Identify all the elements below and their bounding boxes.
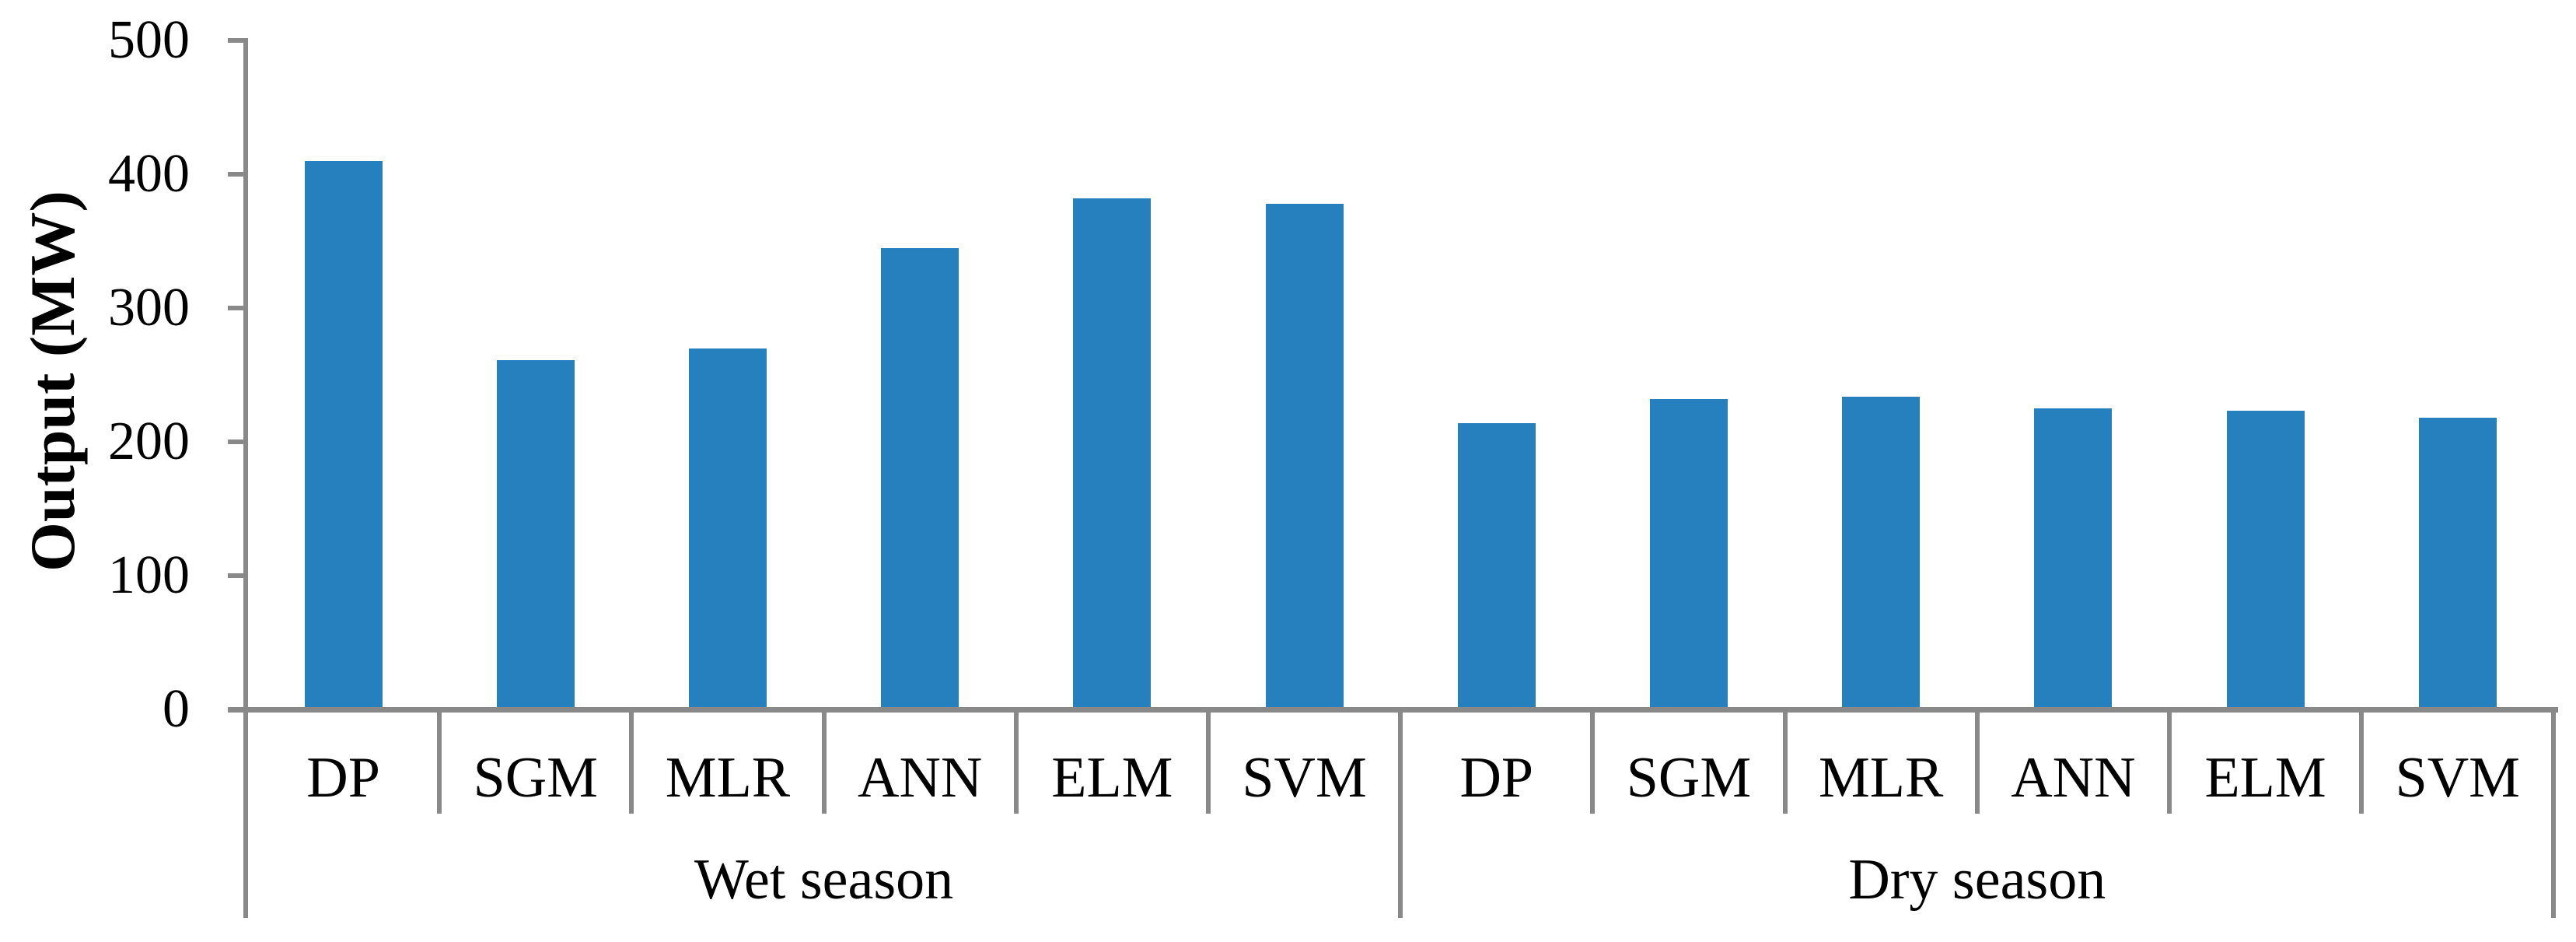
bar-wet-season-svm [1265, 203, 1344, 709]
y-tick-mark-200 [228, 439, 247, 444]
category-divider [821, 709, 827, 814]
group-divider [2551, 709, 2557, 918]
bar-wet-season-mlr [688, 348, 767, 709]
bar-dry-season-elm [2226, 411, 2305, 709]
y-tick-mark-100 [228, 573, 247, 578]
category-label-mlr: MLR [665, 746, 791, 810]
category-divider [1974, 709, 1980, 814]
bar-dry-season-ann [2034, 408, 2113, 709]
category-label-svm: SVM [1242, 746, 1367, 810]
category-label-elm: ELM [1051, 746, 1173, 810]
bar-dry-season-sgm [1649, 398, 1728, 709]
x-axis-line [228, 706, 2559, 713]
category-label-mlr: MLR [1819, 746, 1944, 810]
category-divider [1590, 709, 1596, 814]
bar-wet-season-elm [1073, 198, 1152, 709]
bar-dry-season-svm [2418, 418, 2497, 709]
y-tick-label-200: 200 [108, 411, 190, 471]
category-label-dp: DP [1459, 746, 1534, 810]
category-label-ann: ANN [2011, 746, 2136, 810]
bar-wet-season-ann [881, 247, 959, 709]
category-label-svm: SVM [2395, 746, 2520, 810]
y-tick-label-500: 500 [108, 10, 190, 70]
category-divider [1013, 709, 1019, 814]
bar-dry-season-mlr [1842, 396, 1921, 709]
category-divider [437, 709, 442, 814]
y-axis-line [243, 38, 248, 918]
y-tick-label-300: 300 [108, 278, 190, 338]
y-tick-label-100: 100 [108, 545, 190, 605]
group-label-wet-season: Wet season [694, 848, 954, 912]
group-label-dry-season: Dry season [1848, 848, 2106, 912]
category-label-dp: DP [306, 746, 380, 810]
y-tick-mark-500 [228, 38, 247, 43]
category-divider [1206, 709, 1211, 814]
bar-wet-season-dp [304, 160, 383, 709]
y-axis-title: Output (MW) [17, 191, 88, 572]
category-divider [629, 709, 634, 814]
category-divider [1782, 709, 1788, 814]
y-tick-mark-400 [228, 172, 247, 177]
y-tick-label-0: 0 [163, 679, 190, 739]
category-label-sgm: SGM [1626, 746, 1752, 810]
category-label-sgm: SGM [473, 746, 598, 810]
y-tick-mark-300 [228, 306, 247, 310]
group-divider [1398, 709, 1403, 918]
category-label-ann: ANN [858, 746, 983, 810]
y-tick-label-400: 400 [108, 144, 190, 204]
category-divider [2359, 709, 2365, 814]
bar-wet-season-sgm [496, 360, 575, 709]
category-label-elm: ELM [2204, 746, 2326, 810]
bar-dry-season-dp [1457, 422, 1536, 709]
category-divider [2167, 709, 2172, 814]
